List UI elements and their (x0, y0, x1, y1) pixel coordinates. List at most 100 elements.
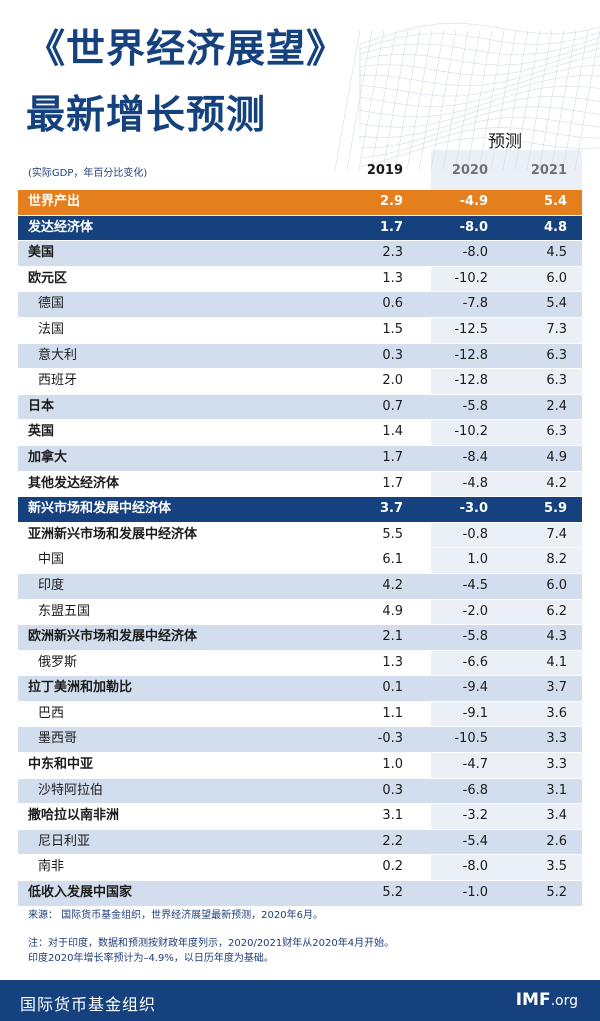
value-2019: 1.3 (343, 267, 403, 292)
row-label: 德国 (38, 292, 64, 317)
value-2019: 0.3 (343, 344, 403, 369)
footnote-line1: 注：对于印度，数据和预测按财政年度列示，2020/2021财年从2020年4月开… (28, 934, 394, 949)
value-2021: 4.8 (507, 216, 567, 241)
table-row: 日本 0.7 -5.8 2.4 (18, 395, 582, 421)
row-label: 南非 (38, 855, 64, 880)
row-label: 意大利 (38, 344, 77, 369)
value-2019: 1.7 (343, 216, 403, 241)
value-2019: 1.0 (343, 753, 403, 778)
row-label: 尼日利亚 (38, 830, 90, 855)
value-2021: 2.6 (507, 830, 567, 855)
value-2019: 0.7 (343, 395, 403, 420)
value-2019: 4.2 (343, 574, 403, 599)
value-2021: 4.1 (507, 651, 567, 676)
value-2020: -9.4 (428, 676, 488, 701)
value-2019: 4.9 (343, 600, 403, 625)
value-2019: 1.3 (343, 651, 403, 676)
table-row: 德国 0.6 -7.8 5.4 (18, 292, 582, 318)
row-label: 墨西哥 (38, 727, 77, 752)
value-2020: -6.8 (428, 779, 488, 804)
value-2020: -4.7 (428, 753, 488, 778)
row-label: 印度 (38, 574, 64, 599)
row-label: 拉丁美洲和加勒比 (28, 676, 132, 701)
row-label: 巴西 (38, 702, 64, 727)
row-label: 日本 (28, 395, 54, 420)
value-2021: 3.4 (507, 804, 567, 829)
value-2019: 2.2 (343, 830, 403, 855)
value-2021: 8.2 (507, 548, 567, 573)
value-2021: 5.4 (507, 292, 567, 317)
table-row: 撒哈拉以南非洲 3.1 -3.2 3.4 (18, 804, 582, 830)
value-2019: 2.9 (343, 190, 403, 215)
value-2020: -8.0 (428, 241, 488, 266)
footer-bar: 国际货币基金组织 IMF.org (0, 980, 600, 1021)
table-row: 新兴市场和发展中经济体 3.7 -3.0 5.9 (18, 497, 582, 523)
row-label: 发达经济体 (28, 216, 93, 241)
value-2020: -4.8 (428, 472, 488, 497)
table-row: 拉丁美洲和加勒比 0.1 -9.4 3.7 (18, 676, 582, 702)
value-2021: 4.5 (507, 241, 567, 266)
value-2020: -5.8 (428, 395, 488, 420)
value-2021: 7.3 (507, 318, 567, 343)
value-2019: 0.2 (343, 855, 403, 880)
value-2019: 1.7 (343, 446, 403, 471)
value-2021: 6.0 (507, 267, 567, 292)
value-2020: -9.1 (428, 702, 488, 727)
table-row: 印度 4.2 -4.5 6.0 (18, 574, 582, 600)
row-label: 中东和中亚 (28, 753, 93, 778)
row-label: 其他发达经济体 (28, 472, 119, 497)
row-label: 西班牙 (38, 369, 77, 394)
logo-suffix: .org (551, 993, 578, 1009)
value-2021: 3.6 (507, 702, 567, 727)
table-row: 巴西 1.1 -9.1 3.6 (18, 702, 582, 728)
forecast-label: 预测 (488, 127, 522, 152)
value-2021: 6.2 (507, 600, 567, 625)
value-2020: -6.6 (428, 651, 488, 676)
table-row: 尼日利亚 2.2 -5.4 2.6 (18, 830, 582, 856)
value-2020: -8.0 (428, 216, 488, 241)
value-2020: -10.2 (428, 267, 488, 292)
growth-table: 世界产出 2.9 -4.9 5.4 发达经济体 1.7 -8.0 4.8 美国 2.3 -8.0 4.… (18, 190, 582, 907)
value-2021: 6.0 (507, 574, 567, 599)
value-2020: -5.8 (428, 625, 488, 650)
table-row: 世界产出 2.9 -4.9 5.4 (18, 190, 582, 216)
value-2019: 3.1 (343, 804, 403, 829)
row-label: 俄罗斯 (38, 651, 77, 676)
table-row: 其他发达经济体 1.7 -4.8 4.2 (18, 472, 582, 498)
row-label: 英国 (28, 420, 54, 445)
value-2019: 2.0 (343, 369, 403, 394)
value-2020: -3.0 (428, 497, 488, 522)
value-2019: 2.1 (343, 625, 403, 650)
value-2021: 7.4 (507, 523, 567, 548)
imf-logo[interactable]: IMF.org (516, 990, 578, 1010)
table-row: 英国 1.4 -10.2 6.3 (18, 420, 582, 446)
table-row: 法国 1.5 -12.5 7.3 (18, 318, 582, 344)
value-2021: 6.3 (507, 369, 567, 394)
table-row: 欧元区 1.3 -10.2 6.0 (18, 267, 582, 293)
footer-org-name: 国际货币基金组织 (20, 991, 156, 1015)
column-header-2019: 2019 (343, 163, 403, 178)
value-2020: -8.4 (428, 446, 488, 471)
table-row: 意大利 0.3 -12.8 6.3 (18, 344, 582, 370)
value-2021: 6.3 (507, 420, 567, 445)
table-row: 美国 2.3 -8.0 4.5 (18, 241, 582, 267)
table-row: 欧洲新兴市场和发展中经济体 2.1 -5.8 4.3 (18, 625, 582, 651)
row-label: 沙特阿拉伯 (38, 779, 103, 804)
value-2020: -5.4 (428, 830, 488, 855)
value-2020: -12.8 (428, 344, 488, 369)
value-2020: -2.0 (428, 600, 488, 625)
value-2019: 5.5 (343, 523, 403, 548)
row-label: 亚洲新兴市场和发展中经济体 (28, 523, 197, 548)
table-row: 俄罗斯 1.3 -6.6 4.1 (18, 651, 582, 677)
value-2019: -0.3 (343, 727, 403, 752)
value-2019: 0.3 (343, 779, 403, 804)
value-2021: 3.1 (507, 779, 567, 804)
table-row: 亚洲新兴市场和发展中经济体 5.5 -0.8 7.4 (18, 523, 582, 549)
value-2020: -0.8 (428, 523, 488, 548)
row-label: 撒哈拉以南非洲 (28, 804, 119, 829)
value-2019: 2.3 (343, 241, 403, 266)
table-row: 东盟五国 4.9 -2.0 6.2 (18, 600, 582, 626)
table-row: 低收入发展中国家 5.2 -1.0 5.2 (18, 881, 582, 907)
value-2020: -8.0 (428, 855, 488, 880)
row-label: 东盟五国 (38, 600, 90, 625)
